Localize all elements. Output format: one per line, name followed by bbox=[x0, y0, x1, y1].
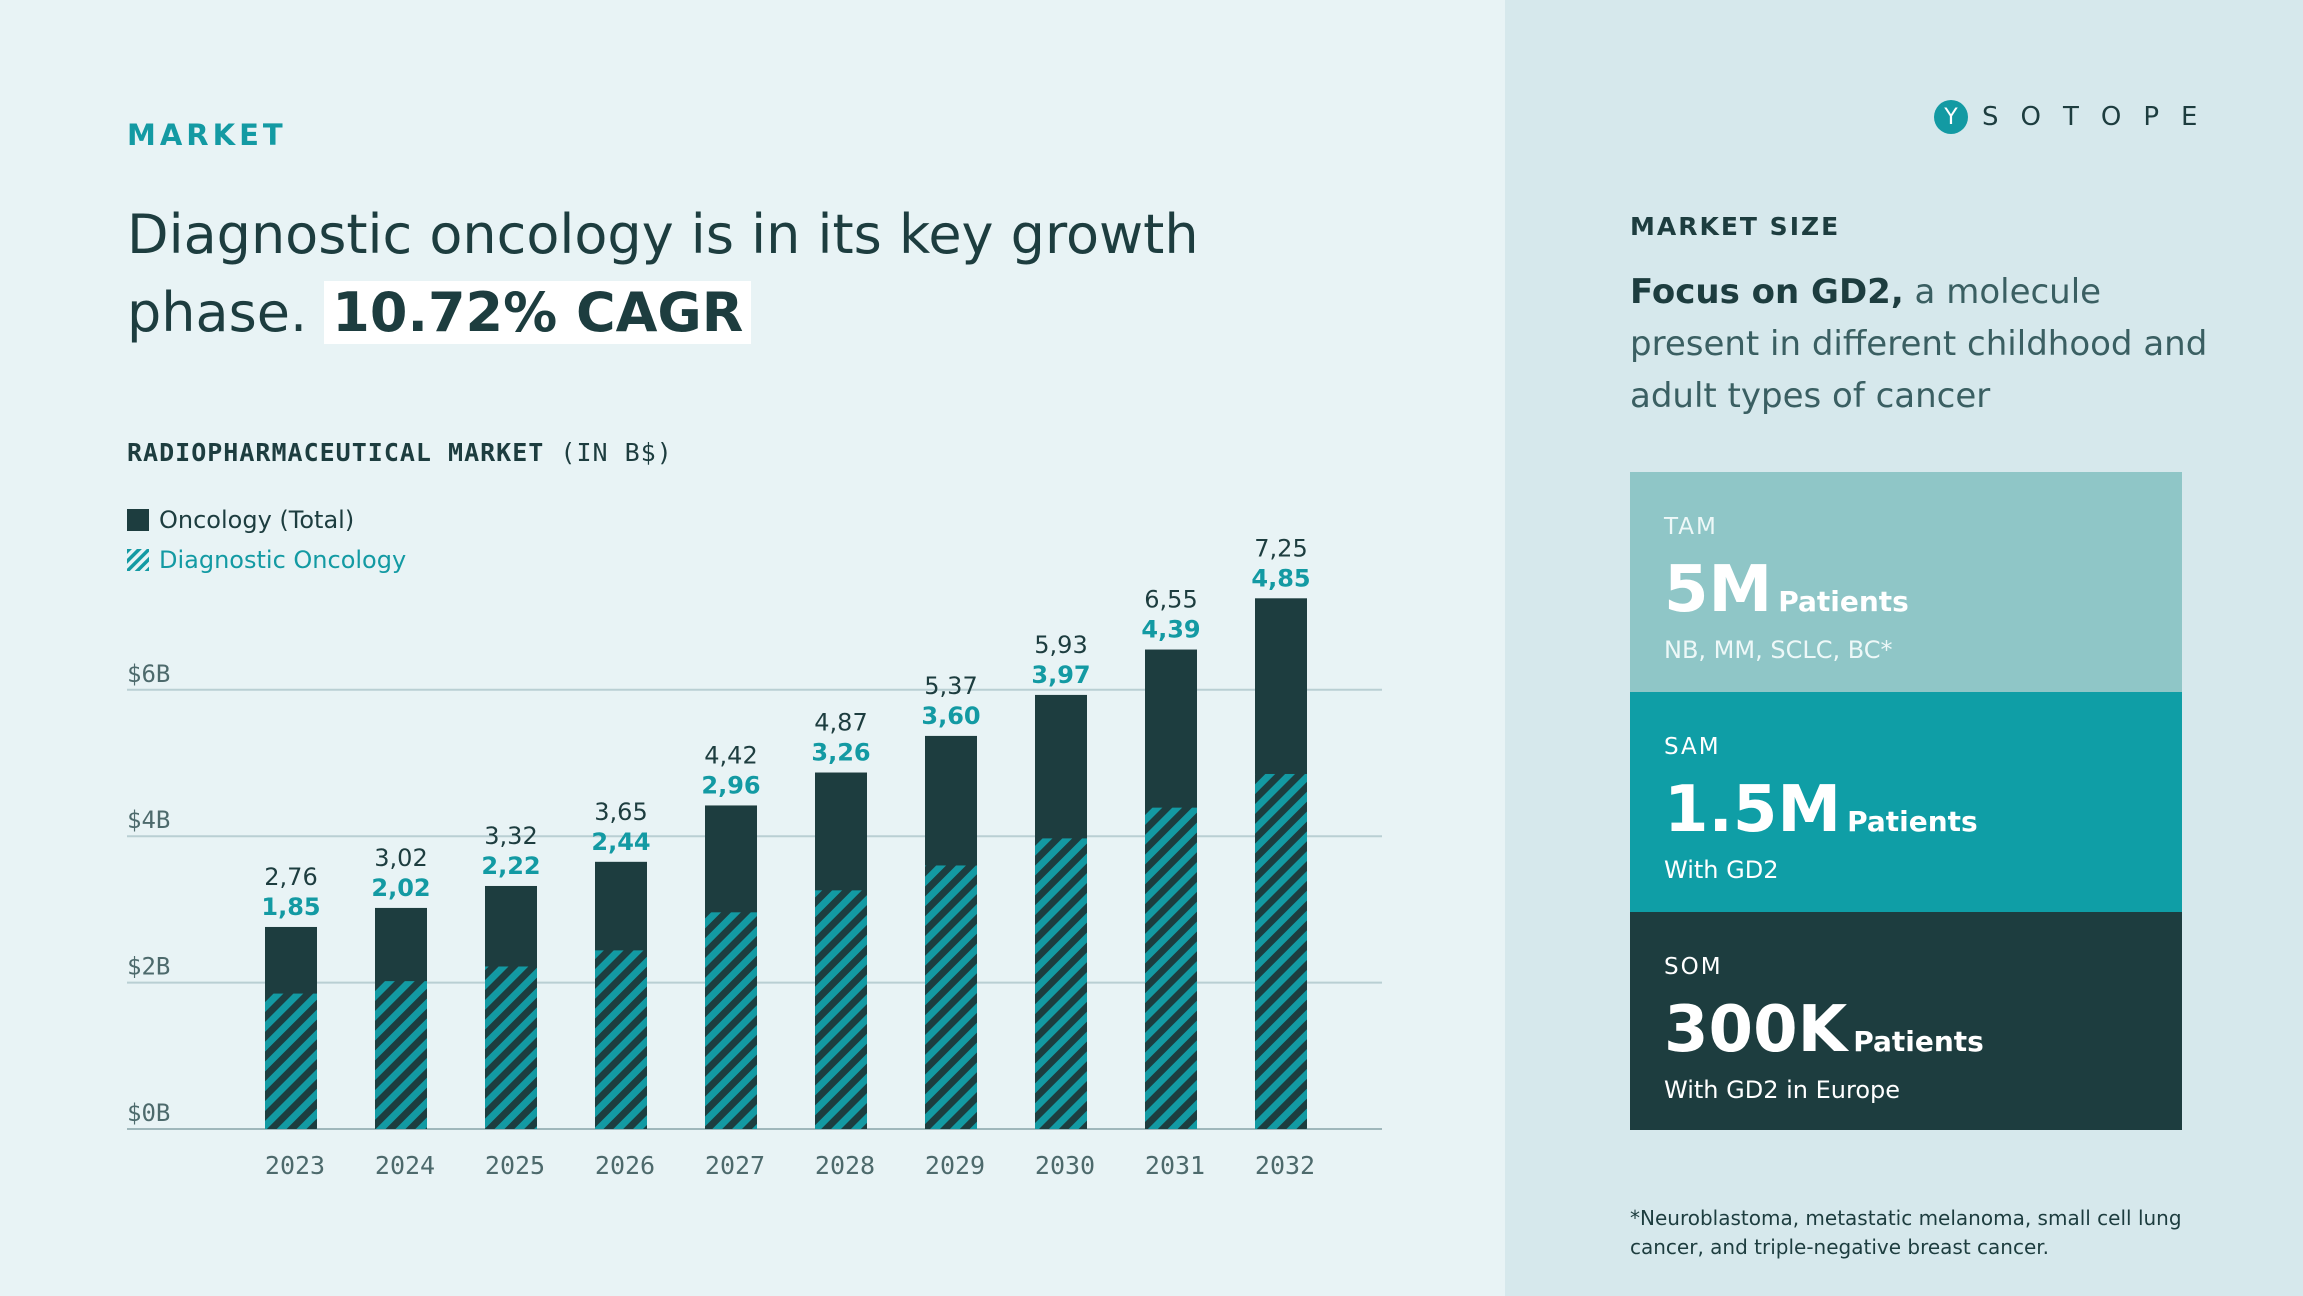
data-label-diagnostic: 4,85 bbox=[1251, 564, 1310, 592]
tier-number: 1.5M bbox=[1664, 773, 1842, 847]
section-eyebrow: MARKET bbox=[127, 118, 287, 152]
tier-value: 5M Patients bbox=[1664, 550, 1909, 642]
data-label-diagnostic: 1,85 bbox=[261, 893, 320, 921]
data-label-diagnostic: 3,26 bbox=[811, 739, 870, 767]
data-label-total: 3,65 bbox=[594, 798, 647, 826]
data-label-total: 5,37 bbox=[924, 672, 977, 700]
chart-title: RADIOPHARMACEUTICAL MARKET (IN B$) bbox=[127, 438, 673, 467]
bar-diagnostic-oncology bbox=[815, 890, 867, 1129]
tier-number: 300K bbox=[1664, 993, 1848, 1067]
tier-label: SOM bbox=[1664, 954, 1723, 980]
x-tick-label: 2023 bbox=[265, 1151, 325, 1180]
bar-diagnostic-oncology bbox=[705, 912, 757, 1129]
x-tick-label: 2024 bbox=[375, 1151, 435, 1180]
bar-chart: $0B $2B $4B $6B 2,761,85 2023 3,022,02 2024 3,32… bbox=[127, 534, 1382, 1180]
bar-diagnostic-oncology bbox=[1255, 773, 1307, 1129]
bar-diagnostic-oncology bbox=[595, 950, 647, 1129]
data-label-diagnostic: 2,22 bbox=[481, 852, 540, 880]
logo: Y SOTOPE bbox=[1934, 100, 2219, 134]
data-label-total: 6,55 bbox=[1144, 586, 1197, 614]
x-tick-label: 2026 bbox=[595, 1151, 655, 1180]
tier-unit: Patients bbox=[1847, 805, 1978, 838]
data-label-diagnostic: 2,96 bbox=[701, 771, 760, 799]
tier-sub: With GD2 bbox=[1664, 856, 1779, 884]
labels-layer: $0B $2B $4B $6B 2,761,85 2023 3,022,02 2024 3,32… bbox=[127, 534, 1315, 1180]
tier-som: SOM 300K Patients With GD2 in Europe bbox=[1630, 912, 2182, 1130]
data-label-total: 5,93 bbox=[1034, 631, 1087, 659]
legend-swatch-solid bbox=[127, 509, 149, 531]
legend-item-total: Oncology (Total) bbox=[127, 500, 406, 540]
bar-diagnostic-oncology bbox=[485, 966, 537, 1129]
market-size-desc-rest: a molecule present in different childhoo… bbox=[1630, 272, 2208, 416]
chart-title-unit: (IN B$) bbox=[560, 438, 673, 467]
bar-diagnostic-oncology bbox=[265, 993, 317, 1129]
y-tick-label: $4B bbox=[127, 806, 170, 834]
legend-swatch-hatched bbox=[127, 549, 149, 571]
data-label-total: 3,02 bbox=[374, 844, 427, 872]
bar-diagnostic-oncology bbox=[375, 981, 427, 1129]
market-size-desc-bold: Focus on GD2, bbox=[1630, 272, 1904, 312]
bar-diagnostic-oncology bbox=[1145, 807, 1197, 1129]
chart-legend: Oncology (Total) Diagnostic Oncology bbox=[127, 500, 406, 580]
x-tick-label: 2029 bbox=[925, 1151, 985, 1180]
tier-label: SAM bbox=[1664, 734, 1721, 760]
market-size-label: MARKET SIZE bbox=[1630, 212, 1841, 241]
tier-value: 300K Patients bbox=[1664, 990, 1984, 1082]
x-tick-label: 2030 bbox=[1035, 1151, 1095, 1180]
footnote: *Neuroblastoma, metastatic melanoma, sma… bbox=[1630, 1206, 2182, 1259]
legend-label-total: Oncology (Total) bbox=[159, 506, 355, 534]
tier-sub: With GD2 in Europe bbox=[1664, 1076, 1901, 1104]
legend-label-diagnostic: Diagnostic Oncology bbox=[159, 546, 407, 574]
tier-unit: Patients bbox=[1778, 585, 1909, 618]
data-label-diagnostic: 4,39 bbox=[1141, 616, 1200, 644]
logo-text: SOTOPE bbox=[1982, 102, 2220, 132]
x-tick-label: 2031 bbox=[1145, 1151, 1205, 1180]
data-label-diagnostic: 2,02 bbox=[371, 874, 430, 902]
tier-value: 1.5M Patients bbox=[1664, 770, 1978, 862]
data-label-total: 3,32 bbox=[484, 822, 537, 850]
data-label-diagnostic: 2,44 bbox=[591, 828, 650, 856]
x-tick-label: 2032 bbox=[1255, 1151, 1315, 1180]
data-label-total: 4,42 bbox=[704, 741, 757, 769]
data-label-diagnostic: 3,60 bbox=[921, 702, 980, 730]
headline: Diagnostic oncology is in its key growth… bbox=[127, 196, 1227, 352]
market-size-description: Focus on GD2, a molecule present in diff… bbox=[1630, 266, 2220, 422]
x-tick-label: 2027 bbox=[705, 1151, 765, 1180]
x-tick-label: 2028 bbox=[815, 1151, 875, 1180]
tier-sam: SAM 1.5M Patients With GD2 bbox=[1630, 692, 2182, 912]
data-label-diagnostic: 3,97 bbox=[1031, 661, 1090, 689]
logo-mark: Y bbox=[1934, 100, 1968, 134]
tier-sub: NB, MM, SCLC, BC* bbox=[1664, 636, 1893, 664]
data-label-total: 2,76 bbox=[264, 863, 317, 891]
headline-cagr-highlight: 10.72% CAGR bbox=[324, 281, 752, 344]
y-tick-label: $6B bbox=[127, 660, 170, 688]
chart-title-main: RADIOPHARMACEUTICAL MARKET bbox=[127, 438, 545, 467]
y-tick-label: $0B bbox=[127, 1099, 170, 1127]
data-label-total: 4,87 bbox=[814, 709, 867, 737]
tier-number: 5M bbox=[1664, 553, 1773, 627]
y-tick-label: $2B bbox=[127, 953, 170, 981]
data-label-total: 7,25 bbox=[1254, 534, 1307, 562]
headline-text: Diagnostic oncology is in its key growth… bbox=[127, 203, 1199, 344]
tier-tam: TAM 5M Patients NB, MM, SCLC, BC* bbox=[1630, 472, 2182, 692]
bar-diagnostic-oncology bbox=[1035, 838, 1087, 1129]
tier-label: TAM bbox=[1664, 514, 1718, 540]
x-tick-label: 2025 bbox=[485, 1151, 545, 1180]
tier-unit: Patients bbox=[1853, 1025, 1984, 1058]
bar-diagnostic-oncology bbox=[925, 865, 977, 1129]
bars-layer bbox=[265, 598, 1307, 1129]
legend-item-diagnostic: Diagnostic Oncology bbox=[127, 540, 406, 580]
